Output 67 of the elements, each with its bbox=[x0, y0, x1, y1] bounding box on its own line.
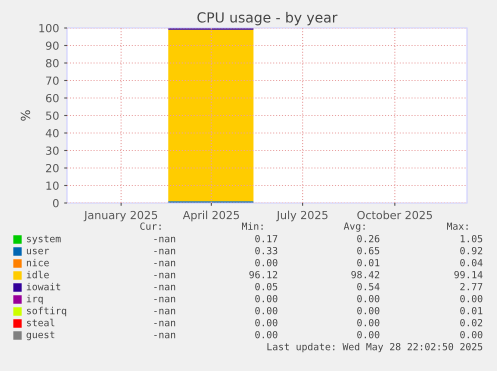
y-tick-label: 60 bbox=[46, 94, 59, 102]
text: 1.05 bbox=[460, 234, 482, 242]
text: 0.92 bbox=[460, 246, 482, 254]
y-tick-label: 0 bbox=[53, 198, 59, 208]
chart-title: CPU usage - by year bbox=[197, 12, 338, 26]
text: 0.00 bbox=[255, 330, 278, 338]
legend-label: steal bbox=[27, 318, 54, 326]
y-tick-label: 50 bbox=[46, 111, 59, 120]
text: 0.04 bbox=[460, 258, 483, 266]
text: -nan bbox=[154, 236, 176, 242]
text: -nan bbox=[154, 332, 176, 338]
y-tick-label: 70 bbox=[46, 76, 59, 85]
y-axis-title: % bbox=[20, 110, 30, 121]
legend-label: iowait bbox=[26, 282, 60, 290]
text: 0.00 bbox=[460, 330, 482, 338]
text: 0.17 bbox=[255, 234, 278, 242]
y-tick-label: 10 bbox=[46, 181, 59, 190]
text: -nan bbox=[154, 272, 176, 278]
text: Max: bbox=[446, 222, 468, 230]
text: 0.65 bbox=[357, 246, 380, 254]
legend-label: softirq bbox=[27, 306, 66, 316]
legend-label: system bbox=[27, 235, 61, 244]
legend-label: guest bbox=[26, 331, 54, 340]
text: -nan bbox=[154, 248, 176, 254]
text: 0.00 bbox=[357, 330, 380, 338]
text: Cur: bbox=[140, 222, 161, 230]
text: 0.01 bbox=[460, 306, 482, 314]
text: Last update: Wed May 28 22:02:50 2025 bbox=[267, 342, 482, 352]
text: 0.00 bbox=[357, 306, 380, 314]
text: -nan bbox=[154, 296, 176, 302]
text: 0.01 bbox=[357, 258, 380, 266]
text: -nan bbox=[154, 284, 176, 290]
text: 0.00 bbox=[255, 294, 278, 302]
y-tick-label: 20 bbox=[46, 164, 59, 172]
text: 0.26 bbox=[357, 234, 380, 242]
y-tick-label: 40 bbox=[46, 128, 59, 138]
text: 0.02 bbox=[460, 318, 482, 326]
text: 0.05 bbox=[255, 282, 278, 290]
x-tick-label: October 2025 bbox=[357, 210, 432, 220]
y-tick-label: 100 bbox=[39, 24, 59, 32]
text: Min: bbox=[242, 222, 263, 230]
text: -nan bbox=[154, 320, 176, 326]
y-tick-label: 80 bbox=[46, 58, 59, 68]
text: 0.33 bbox=[255, 246, 278, 254]
y-tick-label: 30 bbox=[46, 146, 59, 155]
text: 0.00 bbox=[255, 318, 278, 326]
text: 96.12 bbox=[249, 270, 278, 278]
text: 99.14 bbox=[454, 270, 483, 278]
text: 98.42 bbox=[351, 270, 380, 278]
x-tick-label: April 2025 bbox=[182, 210, 239, 222]
text: 0.00 bbox=[460, 294, 482, 302]
text: Avg: bbox=[344, 222, 365, 232]
text: 0.00 bbox=[357, 294, 380, 302]
legend-label: irq bbox=[26, 294, 43, 304]
text: -nan bbox=[154, 260, 176, 266]
text: 0.00 bbox=[357, 318, 380, 326]
text: 0.00 bbox=[255, 258, 278, 266]
legend-label: nice bbox=[26, 258, 49, 266]
x-tick-label: January 2025 bbox=[84, 210, 158, 222]
text: 0.54 bbox=[357, 282, 380, 290]
legend-label: idle bbox=[26, 270, 49, 278]
x-tick-label: July 2025 bbox=[276, 210, 328, 222]
text: 0.00 bbox=[255, 306, 278, 314]
text: -nan bbox=[154, 308, 176, 314]
y-tick-label: 90 bbox=[46, 41, 59, 50]
legend-label: user bbox=[26, 248, 50, 254]
text: 2.77 bbox=[460, 282, 482, 290]
